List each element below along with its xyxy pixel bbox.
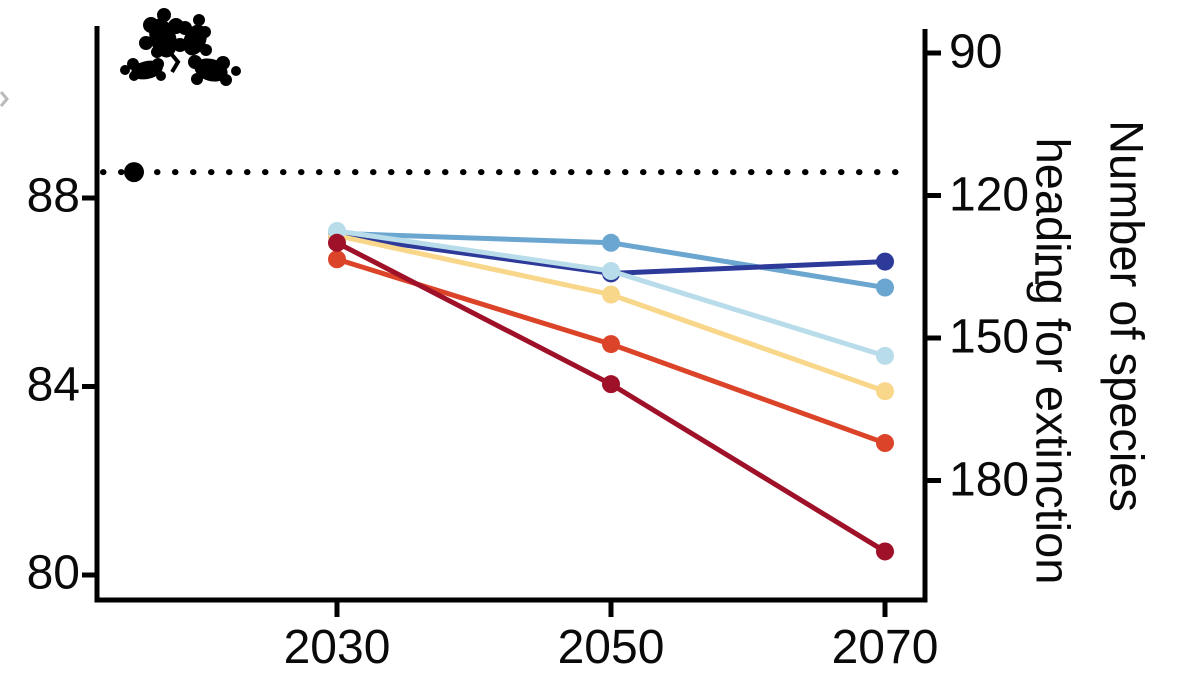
- x-axis-tick-label: 2050: [557, 621, 665, 674]
- x-axis-tick-label: 2030: [283, 621, 391, 674]
- right-axis-tick-label: 150: [949, 310, 1030, 364]
- x-axis-tick-label: 2070: [831, 621, 939, 674]
- cropped-left-label-fragment: [0, 91, 9, 107]
- left-axis-tick-label: 88: [26, 169, 80, 223]
- right-axis-tick-label: 90: [949, 25, 1003, 79]
- oak-leaves-icon: [120, 8, 241, 86]
- right-axis-tick-label: 120: [949, 167, 1030, 221]
- right-axis-title-line1: Number of species: [1100, 120, 1154, 512]
- left-axis-tick-label: 80: [26, 546, 80, 600]
- right-axis-tick-label: 180: [949, 452, 1030, 506]
- right-axis-title-line2: heading for extinction: [1026, 137, 1080, 585]
- left-axis-tick-label: 84: [26, 357, 80, 411]
